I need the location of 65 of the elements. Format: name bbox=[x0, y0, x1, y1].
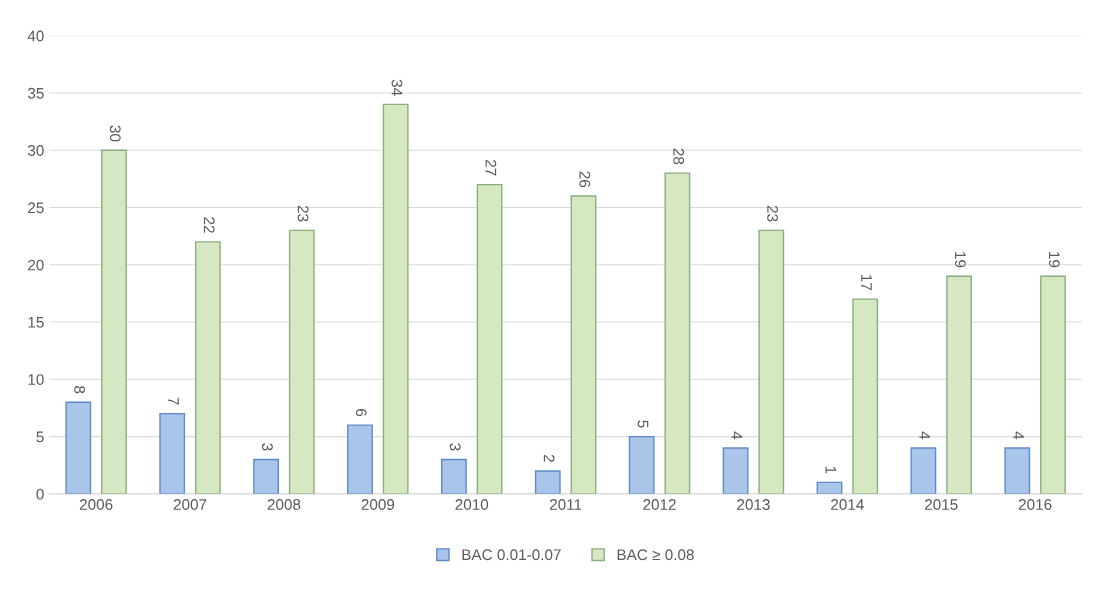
bar bbox=[1004, 447, 1031, 494]
bar bbox=[758, 229, 785, 494]
data-label: 34 bbox=[391, 79, 403, 96]
data-label: 19 bbox=[954, 252, 966, 268]
bar bbox=[382, 103, 409, 494]
bar bbox=[65, 401, 92, 494]
bar bbox=[852, 298, 879, 494]
y-tick-label: 0 bbox=[36, 488, 44, 500]
bar bbox=[722, 447, 749, 494]
data-label: 2 bbox=[543, 454, 555, 462]
bar bbox=[194, 241, 221, 494]
x-tick-label: 2007 bbox=[173, 499, 207, 510]
data-label: 5 bbox=[637, 420, 649, 428]
bar bbox=[347, 424, 373, 494]
data-label: 23 bbox=[767, 205, 778, 222]
x-tick-label: 2011 bbox=[549, 499, 582, 510]
bar bbox=[476, 183, 503, 494]
data-label: 1 bbox=[825, 466, 837, 474]
bar bbox=[946, 275, 972, 494]
data-label: 4 bbox=[919, 431, 930, 440]
data-label: 3 bbox=[449, 443, 461, 451]
x-tick-label: 2010 bbox=[455, 499, 489, 510]
bar bbox=[534, 470, 561, 494]
x-tick-label: 2012 bbox=[643, 499, 676, 510]
data-label: 22 bbox=[203, 217, 215, 233]
bar bbox=[910, 447, 937, 494]
data-label: 4 bbox=[1013, 431, 1024, 440]
x-tick-label: 2015 bbox=[925, 499, 958, 510]
data-label: 6 bbox=[355, 409, 367, 417]
y-tick-label: 15 bbox=[28, 317, 44, 328]
bar bbox=[288, 229, 315, 494]
y-tick-label: 30 bbox=[27, 145, 44, 156]
x-tick-label: 2006 bbox=[79, 499, 113, 510]
bar bbox=[159, 412, 186, 494]
bar bbox=[101, 149, 127, 494]
bar bbox=[570, 195, 597, 494]
y-tick-label: 25 bbox=[28, 202, 44, 214]
bar bbox=[1040, 275, 1066, 494]
legend-label: BAC ≥ 0.08 bbox=[617, 549, 694, 561]
data-label: 28 bbox=[673, 148, 685, 165]
data-label: 3 bbox=[261, 443, 273, 451]
x-tick-label: 2008 bbox=[267, 499, 301, 510]
y-tick-label: 10 bbox=[28, 374, 44, 385]
data-label: 30 bbox=[109, 125, 121, 142]
data-label: 26 bbox=[579, 171, 591, 188]
y-tick-label: 40 bbox=[27, 30, 44, 42]
data-label: 27 bbox=[485, 160, 497, 176]
y-tick-label: 35 bbox=[27, 87, 44, 99]
data-label: 7 bbox=[168, 397, 179, 405]
bar bbox=[628, 435, 655, 494]
x-tick-label: 2009 bbox=[361, 499, 395, 510]
data-label: 4 bbox=[731, 431, 743, 440]
data-label: 19 bbox=[1048, 252, 1060, 268]
data-label: 8 bbox=[74, 386, 86, 394]
x-tick-label: 2014 bbox=[831, 499, 864, 510]
bar bbox=[253, 458, 279, 494]
bar bbox=[440, 458, 467, 494]
x-tick-label: 2013 bbox=[737, 499, 770, 510]
data-label: 17 bbox=[861, 274, 872, 291]
y-tick-label: 5 bbox=[36, 431, 44, 443]
bar bbox=[664, 172, 691, 494]
legend-label: BAC 0.01-0.07 bbox=[462, 549, 561, 561]
data-label: 23 bbox=[297, 205, 309, 222]
x-tick-label: 2016 bbox=[1018, 499, 1052, 510]
y-tick-label: 20 bbox=[28, 259, 44, 271]
